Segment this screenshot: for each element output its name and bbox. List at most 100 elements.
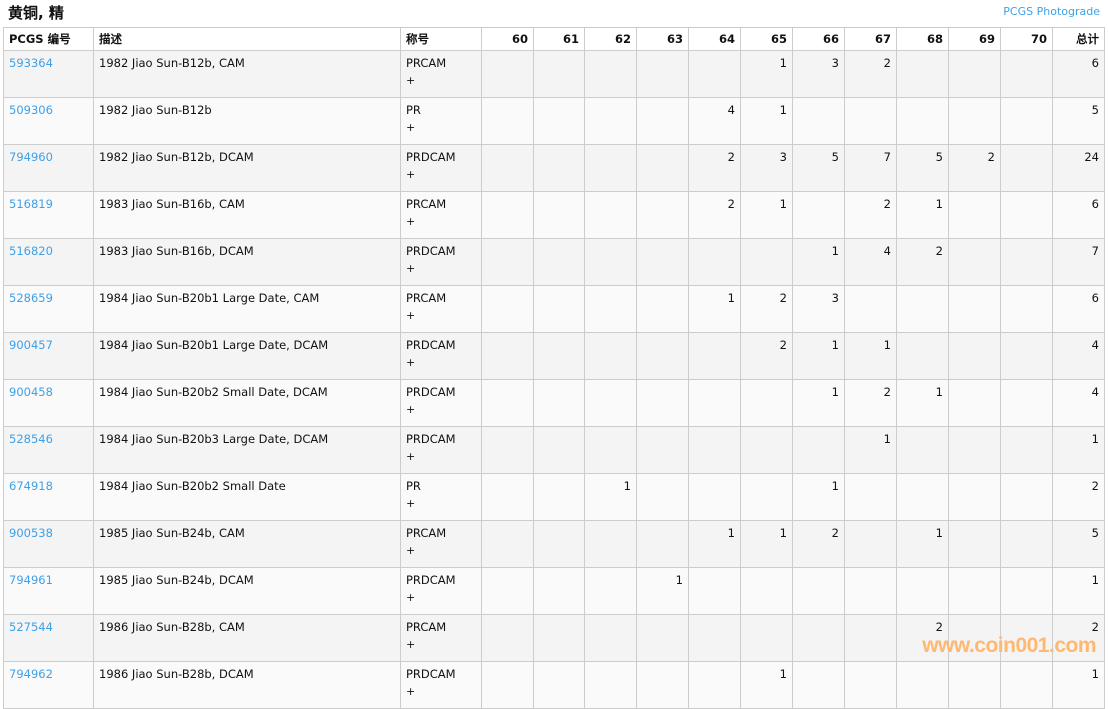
pcgs-code-link[interactable]: 794962 (9, 667, 53, 681)
grade-count-cell (481, 520, 534, 568)
pcgs-code-link[interactable]: 900538 (9, 526, 53, 540)
grade-count-cell (688, 50, 741, 98)
total-cell: 1 (1052, 426, 1105, 474)
designation-label: PRDCAM (406, 385, 456, 399)
header-grade-64: 64 (688, 27, 741, 51)
total-cell: 24 (1052, 144, 1105, 192)
grade-count-cell (1000, 379, 1053, 427)
grade-count-cell (533, 520, 585, 568)
grade-count-cell: 1 (636, 567, 689, 615)
grade-count-cell (844, 661, 897, 709)
pcgs-code-link[interactable]: 674918 (9, 479, 53, 493)
grade-count-cell (688, 567, 741, 615)
expand-plus-button[interactable]: + (406, 262, 416, 275)
pcgs-code-link[interactable]: 900457 (9, 338, 53, 352)
table-row: 674918 1984 Jiao Sun-B20b2 Small Date PR +1… (3, 473, 1105, 521)
designation-label: PR (406, 103, 421, 117)
grade-count-cell (584, 191, 637, 239)
expand-plus-button[interactable]: + (406, 544, 416, 557)
grade-count-cell (1000, 473, 1053, 521)
grade-count-cell: 1 (792, 473, 845, 521)
header-grade-61: 61 (533, 27, 585, 51)
code-cell: 900458 (3, 379, 94, 427)
grade-count-cell: 1 (896, 520, 949, 568)
expand-plus-button[interactable]: + (406, 450, 416, 463)
grade-count-cell (533, 473, 585, 521)
expand-plus-button[interactable]: + (406, 638, 416, 651)
expand-plus-button[interactable]: + (406, 74, 416, 87)
pcgs-code-link[interactable]: 900458 (9, 385, 53, 399)
description-cell: 1984 Jiao Sun-B20b2 Small Date, DCAM (93, 379, 401, 427)
header-grade-67: 67 (844, 27, 897, 51)
grade-count-cell (740, 567, 793, 615)
expand-plus-button[interactable]: + (406, 403, 416, 416)
grade-count-cell (1000, 285, 1053, 333)
grade-count-cell (948, 332, 1001, 380)
pcgs-code-link[interactable]: 516820 (9, 244, 53, 258)
grade-count-cell (948, 426, 1001, 474)
header-row: PCGS 编号 描述 称号 60 61 62 63 64 65 66 67 68 69 70 总计 (3, 27, 1105, 51)
expand-plus-button[interactable]: + (406, 121, 416, 134)
grade-count-cell (688, 332, 741, 380)
grade-count-cell (584, 238, 637, 286)
code-cell: 527544 (3, 614, 94, 662)
expand-plus-button[interactable]: + (406, 591, 416, 604)
grade-count-cell: 1 (740, 661, 793, 709)
grade-count-cell (533, 332, 585, 380)
pcgs-code-link[interactable]: 593364 (9, 56, 53, 70)
code-cell: 674918 (3, 473, 94, 521)
designation-label: PRDCAM (406, 244, 456, 258)
designation-cell: PRDCAM + (400, 567, 482, 615)
expand-plus-button[interactable]: + (406, 215, 416, 228)
grade-count-cell (481, 50, 534, 98)
description-cell: 1983 Jiao Sun-B16b, CAM (93, 191, 401, 239)
code-cell: 794962 (3, 661, 94, 709)
pcgs-code-link[interactable]: 527544 (9, 620, 53, 634)
header-grade-65: 65 (740, 27, 793, 51)
expand-plus-button[interactable]: + (406, 685, 416, 698)
designation-cell: PRDCAM + (400, 426, 482, 474)
grade-count-cell (896, 473, 949, 521)
grade-count-cell (948, 97, 1001, 145)
grade-count-cell (533, 191, 585, 239)
pcgs-code-link[interactable]: 509306 (9, 103, 53, 117)
pcgs-code-link[interactable]: 794961 (9, 573, 53, 587)
expand-plus-button[interactable]: + (406, 309, 416, 322)
grade-count-cell: 1 (740, 191, 793, 239)
header-grade-63: 63 (636, 27, 689, 51)
expand-plus-button[interactable]: + (406, 356, 416, 369)
grade-count-cell (636, 426, 689, 474)
table-row: 593364 1982 Jiao Sun-B12b, CAM PRCAM +1 3 2 6 (3, 50, 1105, 98)
grade-count-cell (1000, 426, 1053, 474)
expand-plus-button[interactable]: + (406, 497, 416, 510)
grade-count-cell (948, 379, 1001, 427)
code-cell: 794960 (3, 144, 94, 192)
description-cell: 1986 Jiao Sun-B28b, CAM (93, 614, 401, 662)
grade-count-cell (844, 97, 897, 145)
pcgs-code-link[interactable]: 516819 (9, 197, 53, 211)
grade-count-cell (533, 50, 585, 98)
pcgs-code-link[interactable]: 528659 (9, 291, 53, 305)
description-cell: 1982 Jiao Sun-B12b (93, 97, 401, 145)
designation-cell: PRDCAM + (400, 144, 482, 192)
grade-count-cell (1000, 97, 1053, 145)
pcgs-code-link[interactable]: 794960 (9, 150, 53, 164)
pcgs-code-link[interactable]: 528546 (9, 432, 53, 446)
grade-count-cell (948, 473, 1001, 521)
grade-count-cell (948, 567, 1001, 615)
pcgs-photograde-link[interactable]: PCGS Photograde (1003, 5, 1100, 18)
grade-count-cell: 3 (792, 50, 845, 98)
grade-count-cell (740, 426, 793, 474)
grade-count-cell (584, 285, 637, 333)
expand-plus-button[interactable]: + (406, 168, 416, 181)
grade-count-cell (1000, 520, 1053, 568)
header-grade-62: 62 (584, 27, 637, 51)
grade-count-cell (792, 661, 845, 709)
grade-count-cell (896, 97, 949, 145)
designation-cell: PRCAM + (400, 191, 482, 239)
grade-count-cell (481, 332, 534, 380)
total-cell: 1 (1052, 567, 1105, 615)
grade-count-cell (844, 285, 897, 333)
table-row: 509306 1982 Jiao Sun-B12b PR +4 1 5 (3, 97, 1105, 145)
grade-count-cell (1000, 661, 1053, 709)
